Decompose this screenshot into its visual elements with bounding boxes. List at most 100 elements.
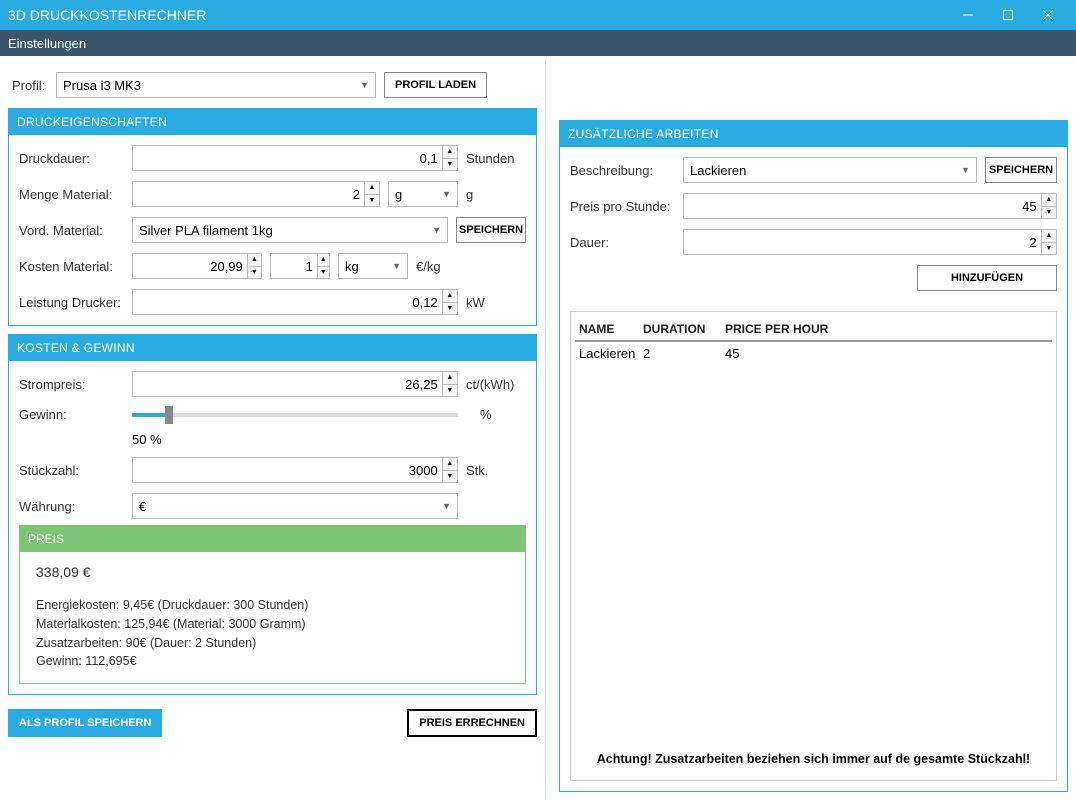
spin-down-icon[interactable]: ▼ [443,385,457,397]
window-title: 3D DRUCKKOSTENRECHNER [8,7,948,23]
spin-down-icon[interactable]: ▼ [365,195,379,207]
spin-down-icon[interactable]: ▼ [1042,207,1056,219]
chevron-down-icon: ▼ [432,225,441,235]
profit-slider[interactable] [132,413,458,417]
price-material-line: Materialkosten: 125,94€ (Material: 3000 … [36,615,509,634]
save-as-profile-button[interactable]: ALS PROFIL SPEICHERN [8,709,162,737]
print-duration-field[interactable] [133,146,442,170]
chevron-down-icon: ▼ [360,80,369,90]
electricity-price-input[interactable]: ▲▼ [132,371,458,397]
load-profile-button[interactable]: PROFIL LADEN [384,72,487,98]
extra-work-panel: ZUSÄTZLICHE ARBEITEN Beschreibung: Lacki… [559,120,1068,792]
printer-power-field[interactable] [133,290,442,314]
column-duration: DURATION [643,322,725,336]
chevron-down-icon: ▼ [961,165,970,175]
price-per-hour-label: Preis pro Stunde: [570,199,675,214]
material-cost-unit: €/kg [416,259,476,274]
electricity-price-label: Strompreis: [19,377,124,392]
price-profit-line: Gewinn: 112,695€ [36,652,509,671]
spin-down-icon[interactable]: ▼ [443,471,457,483]
material-cost-label: Kosten Material: [19,259,124,274]
slider-thumb[interactable] [165,406,173,424]
cost-profit-panel: KOSTEN & GEWINN Strompreis: ▲▼ ct/(kWh) … [8,334,537,695]
profit-label: Gewinn: [19,407,124,422]
spin-up-icon[interactable]: ▲ [365,182,379,195]
predef-material-label: Vord. Material: [19,223,124,238]
spin-up-icon[interactable]: ▲ [443,458,457,471]
extra-work-warning: Achtung! Zusatzarbeiten beziehen sich im… [575,744,1052,774]
spin-up-icon[interactable]: ▲ [318,254,329,267]
material-cost-qty-field[interactable] [271,254,317,278]
cell-price: 45 [725,346,855,361]
chevron-down-icon: ▼ [392,261,401,271]
calculate-price-button[interactable]: PREIS ERRECHNEN [407,709,537,737]
spin-down-icon[interactable]: ▼ [248,267,261,279]
printer-power-input[interactable]: ▲▼ [132,289,458,315]
price-total: 338,09 € [36,564,509,580]
add-extra-button[interactable]: HINZUFÜGEN [917,265,1057,291]
extra-work-table: NAME DURATION PRICE PER HOUR Lackieren 2… [570,311,1057,781]
spin-up-icon[interactable]: ▲ [248,254,261,267]
print-duration-unit: Stunden [466,151,526,166]
material-amount-field[interactable] [133,182,364,206]
material-amount-input[interactable]: ▲▼ [132,181,380,207]
quantity-input[interactable]: ▲▼ [132,457,458,483]
profit-percent-value: 50 % [132,432,162,447]
price-per-hour-field[interactable] [684,194,1041,218]
currency-select[interactable]: € ▼ [132,493,458,519]
currency-label: Währung: [19,499,124,514]
spin-up-icon[interactable]: ▲ [443,372,457,385]
material-cost-unit-select[interactable]: kg ▼ [338,253,408,279]
printer-power-unit: kW [466,295,526,310]
extra-duration-input[interactable]: ▲▼ [683,229,1057,255]
price-header: PREIS [20,526,525,552]
material-cost-field[interactable] [133,254,247,278]
print-properties-header: DRUCKEIGENSCHAFTEN [9,109,536,135]
cell-name: Lackieren [579,346,643,361]
slider-fill [132,413,165,417]
predef-material-select[interactable]: Silver PLA filament 1kg ▼ [132,217,448,243]
save-extra-button[interactable]: SPEICHERN [985,157,1057,183]
extra-duration-label: Dauer: [570,235,675,250]
print-duration-label: Druckdauer: [19,151,124,166]
print-properties-panel: DRUCKEIGENSCHAFTEN Druckdauer: ▲▼ Stunde… [8,108,537,326]
spin-up-icon[interactable]: ▲ [443,290,457,303]
description-label: Beschreibung: [570,163,675,178]
material-amount-unit-select[interactable]: g ▼ [388,181,458,207]
minimize-button[interactable] [948,0,988,30]
price-per-hour-input[interactable]: ▲▼ [683,193,1057,219]
price-extra-line: Zusatzarbeiten: 90€ (Dauer: 2 Stunden) [36,634,509,653]
profile-select-value: Prusa i3 MK3 [63,78,141,93]
cell-duration: 2 [643,346,725,361]
close-button[interactable] [1028,0,1068,30]
table-row[interactable]: Lackieren 2 45 [575,342,1052,365]
save-material-button[interactable]: SPEICHERN [456,217,526,243]
material-cost-input[interactable]: ▲▼ [132,253,262,279]
electricity-price-unit: ct/(kWh) [466,377,526,392]
spin-up-icon[interactable]: ▲ [443,146,457,159]
electricity-price-field[interactable] [133,372,442,396]
menu-settings[interactable]: Einstellungen [8,36,86,51]
material-cost-qty-input[interactable]: ▲▼ [270,253,330,279]
column-name: NAME [579,322,643,336]
cost-profit-header: KOSTEN & GEWINN [9,335,536,361]
maximize-button[interactable] [988,0,1028,30]
spin-down-icon[interactable]: ▼ [443,159,457,171]
spin-down-icon[interactable]: ▼ [1042,243,1056,255]
price-panel: PREIS 338,09 € Energiekosten: 9,45€ (Dru… [19,525,526,684]
spin-up-icon[interactable]: ▲ [1042,194,1056,207]
extra-duration-field[interactable] [684,230,1041,254]
material-amount-label: Menge Material: [19,187,124,202]
chevron-down-icon: ▼ [442,501,451,511]
description-select[interactable]: Lackieren ▼ [683,157,977,183]
chevron-down-icon: ▼ [442,189,451,199]
quantity-field[interactable] [133,458,442,482]
spin-down-icon[interactable]: ▼ [443,303,457,315]
quantity-unit: Stk. [466,463,526,478]
spin-up-icon[interactable]: ▲ [1042,230,1056,243]
material-amount-unit: g [466,187,526,202]
extra-work-header: ZUSÄTZLICHE ARBEITEN [560,121,1067,147]
print-duration-input[interactable]: ▲▼ [132,145,458,171]
spin-down-icon[interactable]: ▼ [318,267,329,279]
profile-select[interactable]: Prusa i3 MK3 ▼ [56,72,376,98]
